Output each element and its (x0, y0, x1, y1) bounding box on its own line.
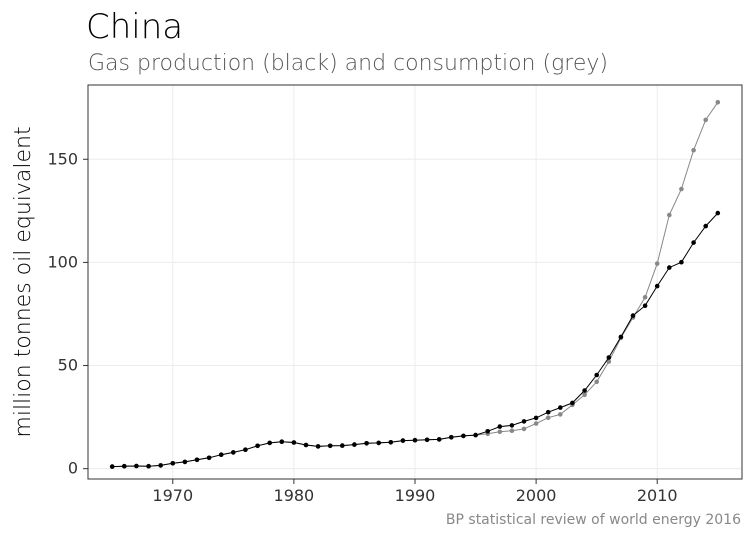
production-point (267, 440, 273, 446)
consumption-point (558, 412, 563, 417)
production-point (315, 444, 321, 449)
x-tick-label: 1970 (152, 486, 193, 505)
x-tick-label: 1980 (274, 486, 315, 505)
production-point (291, 440, 297, 445)
production-point (279, 439, 285, 445)
production-point (715, 210, 721, 216)
production-point (654, 283, 660, 289)
production-point (364, 441, 369, 446)
production-point (473, 432, 478, 438)
consumption-point (509, 428, 515, 434)
production-point (146, 463, 151, 469)
production-point (218, 452, 224, 458)
consumption-point (667, 212, 672, 218)
y-tick-label: 50 (58, 356, 78, 375)
production-point (400, 438, 406, 443)
production-point (303, 442, 309, 448)
y-tick-label: 0 (68, 459, 78, 478)
production-point (558, 405, 563, 410)
production-point (388, 440, 394, 445)
x-tick-label: 2000 (516, 486, 557, 505)
production-point (122, 463, 127, 469)
production-point (642, 303, 648, 309)
production-point (545, 409, 551, 415)
production-point (521, 419, 527, 424)
consumption-point (642, 295, 648, 300)
production-point (231, 450, 236, 455)
production-point (509, 423, 515, 428)
production-point (134, 463, 139, 469)
production-point (255, 443, 260, 449)
production-point (630, 313, 636, 318)
source-caption: BP statistical review of world energy 20… (446, 512, 741, 528)
y-tick-label: 100 (47, 252, 78, 271)
production-point (606, 355, 612, 360)
production-point (158, 463, 163, 468)
consumption-point (703, 117, 708, 123)
consumption-point (545, 415, 551, 421)
production-point (327, 443, 333, 449)
production-point (594, 372, 599, 378)
production-point (243, 447, 248, 453)
consumption-point (594, 379, 599, 385)
production-point (679, 259, 684, 265)
production-point (497, 424, 503, 429)
production-point (582, 388, 587, 393)
production-point (194, 457, 200, 463)
grid-lines (88, 85, 742, 479)
production-point (449, 435, 454, 440)
consumption-point (654, 261, 660, 266)
production-point (461, 433, 466, 439)
production-point (352, 442, 357, 447)
consumption-point (715, 100, 721, 105)
x-tick-label: 1990 (395, 486, 436, 505)
production-point (618, 334, 624, 340)
production-point (340, 443, 345, 448)
axis-ticks: 1970 1980 1990 2000 2010 0 50 100 150 (47, 149, 677, 505)
consumption-point (497, 429, 503, 435)
production-point (533, 415, 539, 421)
consumption-point (606, 359, 612, 364)
consumption-point (679, 186, 684, 192)
production-point (667, 265, 672, 270)
y-tick-label: 150 (47, 149, 78, 168)
chart-title: China (86, 7, 183, 47)
production-point (436, 437, 442, 442)
consumption-point (691, 147, 696, 153)
production-point (206, 455, 212, 461)
chart-subtitle: Gas production (black) and consumption (… (88, 51, 608, 76)
consumption-point (582, 392, 587, 398)
production-point (412, 437, 418, 443)
y-axis-label: million tonnes oil equivalent (11, 126, 36, 437)
consumption-point (521, 426, 527, 432)
production-point (485, 429, 491, 434)
production-point (109, 464, 115, 469)
series-layer (109, 100, 721, 469)
production-point (376, 440, 382, 446)
production-point (182, 459, 188, 465)
production-point (570, 400, 575, 406)
production-point (703, 223, 708, 229)
production-point (424, 437, 430, 443)
production-point (170, 461, 176, 466)
consumption-point (533, 421, 539, 426)
production-point (691, 240, 696, 245)
x-tick-label: 2010 (637, 486, 678, 505)
